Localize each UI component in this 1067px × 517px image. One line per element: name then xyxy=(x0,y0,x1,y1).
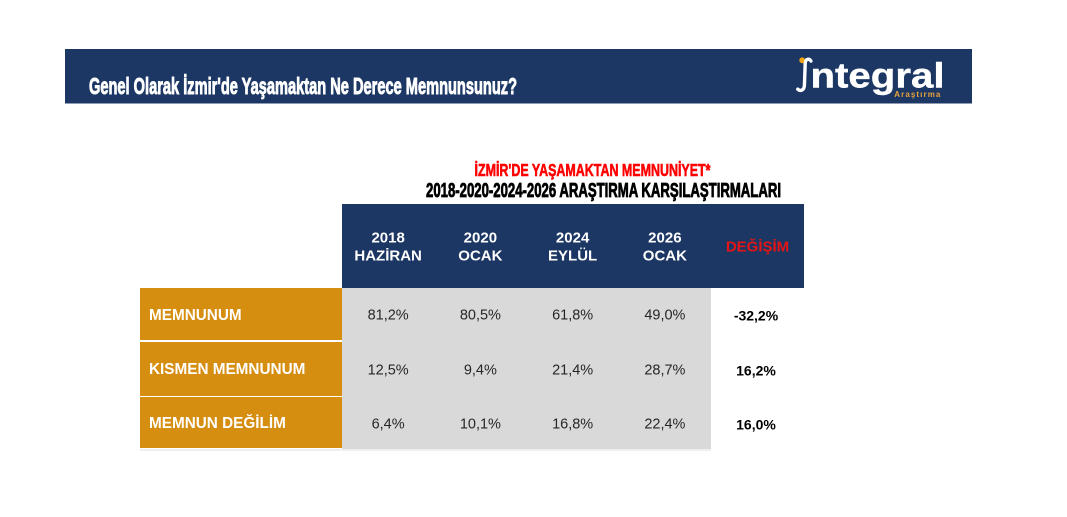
svg-text:ntegral: ntegral xyxy=(811,57,945,96)
svg-text:Genel Olarak İzmir'de Yaşamakt: Genel Olarak İzmir'de Yaşamaktan Ne Dere… xyxy=(89,73,517,99)
svg-text:2018-2020-2024-2026 ARAŞTIRMA: 2018-2020-2024-2026 ARAŞTIRMA KARŞILAŞTI… xyxy=(426,180,781,202)
svg-text:İZMİR'DE YAŞAMAKTAN MEMNUNİYET: İZMİR'DE YAŞAMAKTAN MEMNUNİYET* xyxy=(475,160,711,180)
svg-text:Araştırma: Araştırma xyxy=(894,90,941,99)
